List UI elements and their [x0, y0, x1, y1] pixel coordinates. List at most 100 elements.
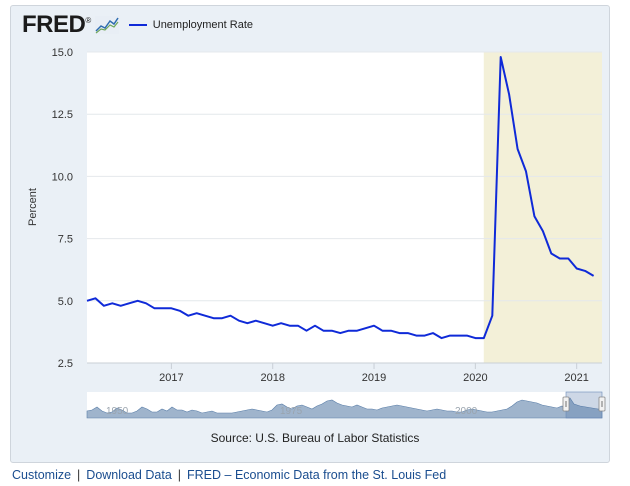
fred-home-link[interactable]: FRED – Economic Data from the St. Louis …	[187, 468, 447, 482]
navigator-handle-left[interactable]	[562, 396, 570, 412]
data-point	[86, 300, 88, 302]
data-point	[229, 315, 231, 317]
data-point	[221, 317, 223, 319]
data-point	[120, 305, 122, 307]
data-point	[533, 215, 535, 217]
data-point	[424, 334, 426, 336]
data-point	[331, 330, 333, 332]
y-tick-label: 10.0	[52, 171, 73, 183]
data-point	[204, 315, 206, 317]
data-point	[212, 317, 214, 319]
x-tick-label: 2018	[260, 372, 284, 384]
legend[interactable]: Unemployment Rate	[128, 19, 254, 31]
legend-label: Unemployment Rate	[152, 19, 254, 31]
y-tick-label: 2.5	[58, 358, 73, 370]
data-point	[297, 325, 299, 327]
data-point	[542, 230, 544, 232]
data-point	[179, 310, 181, 312]
data-point	[187, 315, 189, 317]
data-point	[348, 330, 350, 332]
data-point	[153, 307, 155, 309]
data-point	[373, 325, 375, 327]
data-point	[322, 330, 324, 332]
data-point	[381, 330, 383, 332]
data-point	[263, 322, 265, 324]
data-point	[398, 332, 400, 334]
navigator-label-1950: 1950	[106, 406, 129, 417]
data-point	[407, 332, 409, 334]
data-point	[94, 297, 96, 299]
data-point	[567, 257, 569, 259]
recession-shading-layer	[483, 52, 602, 363]
data-point	[550, 252, 552, 254]
data-point	[576, 267, 578, 269]
data-point	[440, 337, 442, 339]
x-tick-label: 2020	[463, 372, 487, 384]
data-point	[390, 330, 392, 332]
range-navigator[interactable]: 1950 1975 2000	[86, 391, 606, 419]
data-point	[559, 257, 561, 259]
data-point	[356, 330, 358, 332]
customize-link[interactable]: Customize	[12, 468, 72, 482]
data-point	[525, 170, 527, 172]
navigator-selection[interactable]	[565, 391, 603, 419]
navigator-handle-right[interactable]	[598, 396, 606, 412]
data-point	[483, 337, 485, 339]
data-point	[432, 332, 434, 334]
chart-header: FRED® Unemployment Rate	[22, 10, 253, 40]
data-point	[449, 334, 451, 336]
series-layer	[86, 56, 595, 340]
data-point	[238, 320, 240, 322]
navigator-label-2000: 2000	[455, 406, 478, 417]
data-point	[457, 334, 459, 336]
data-point	[103, 305, 105, 307]
y-axis-label: Percent	[27, 188, 39, 226]
data-point	[128, 302, 130, 304]
data-point	[508, 93, 510, 95]
data-point	[162, 307, 164, 309]
navigator-label-1975: 1975	[280, 406, 303, 417]
x-tick-label: 2019	[362, 372, 386, 384]
data-point	[339, 332, 341, 334]
data-point	[305, 330, 307, 332]
y-tick-label: 5.0	[58, 296, 73, 308]
series-line-unemployment-rate	[86, 56, 595, 340]
fred-logo-graph-icon	[94, 16, 119, 34]
data-point	[288, 325, 290, 327]
x-tick-label: 2017	[159, 372, 183, 384]
footer-links: Customize | Download Data | FRED – Economic …	[12, 468, 446, 482]
data-point	[474, 337, 476, 339]
legend-swatch	[128, 24, 147, 26]
data-point	[272, 325, 274, 327]
y-tick-label: 12.5	[52, 109, 73, 121]
data-point	[280, 322, 282, 324]
data-point	[584, 270, 586, 272]
navigator-series-area	[86, 397, 603, 419]
data-point	[255, 320, 257, 322]
data-point	[500, 56, 502, 58]
y-axis-ticks: 15.0 12.5 10.0 7.5 5.0 2.5	[52, 47, 73, 370]
data-point	[364, 327, 366, 329]
footer-separator: |	[77, 468, 81, 482]
data-point	[196, 312, 198, 314]
source-note: Source: U.S. Bureau of Labor Statistics	[210, 431, 420, 445]
data-point	[314, 325, 316, 327]
download-data-link[interactable]: Download Data	[86, 468, 172, 482]
recession-shading-band	[483, 52, 602, 363]
y-tick-label: 7.5	[58, 234, 73, 246]
data-point	[111, 302, 113, 304]
data-point	[491, 315, 493, 317]
data-point	[170, 307, 172, 309]
footer-separator: |	[177, 468, 182, 482]
fred-logo[interactable]: FRED®	[22, 11, 91, 38]
data-point	[415, 334, 417, 336]
data-point	[516, 148, 518, 150]
x-axis-ticks: 2017 2018 2019 2020 2021	[87, 362, 602, 384]
x-tick-label: 2021	[564, 372, 588, 384]
line-chart: 15.012.510.07.55.02.5 2017 2018 2019 2020 20…	[27, 47, 606, 419]
data-point	[592, 275, 594, 277]
data-point	[466, 334, 468, 336]
y-tick-label: 15.0	[52, 47, 73, 59]
data-point	[137, 300, 139, 302]
data-point	[246, 322, 248, 324]
